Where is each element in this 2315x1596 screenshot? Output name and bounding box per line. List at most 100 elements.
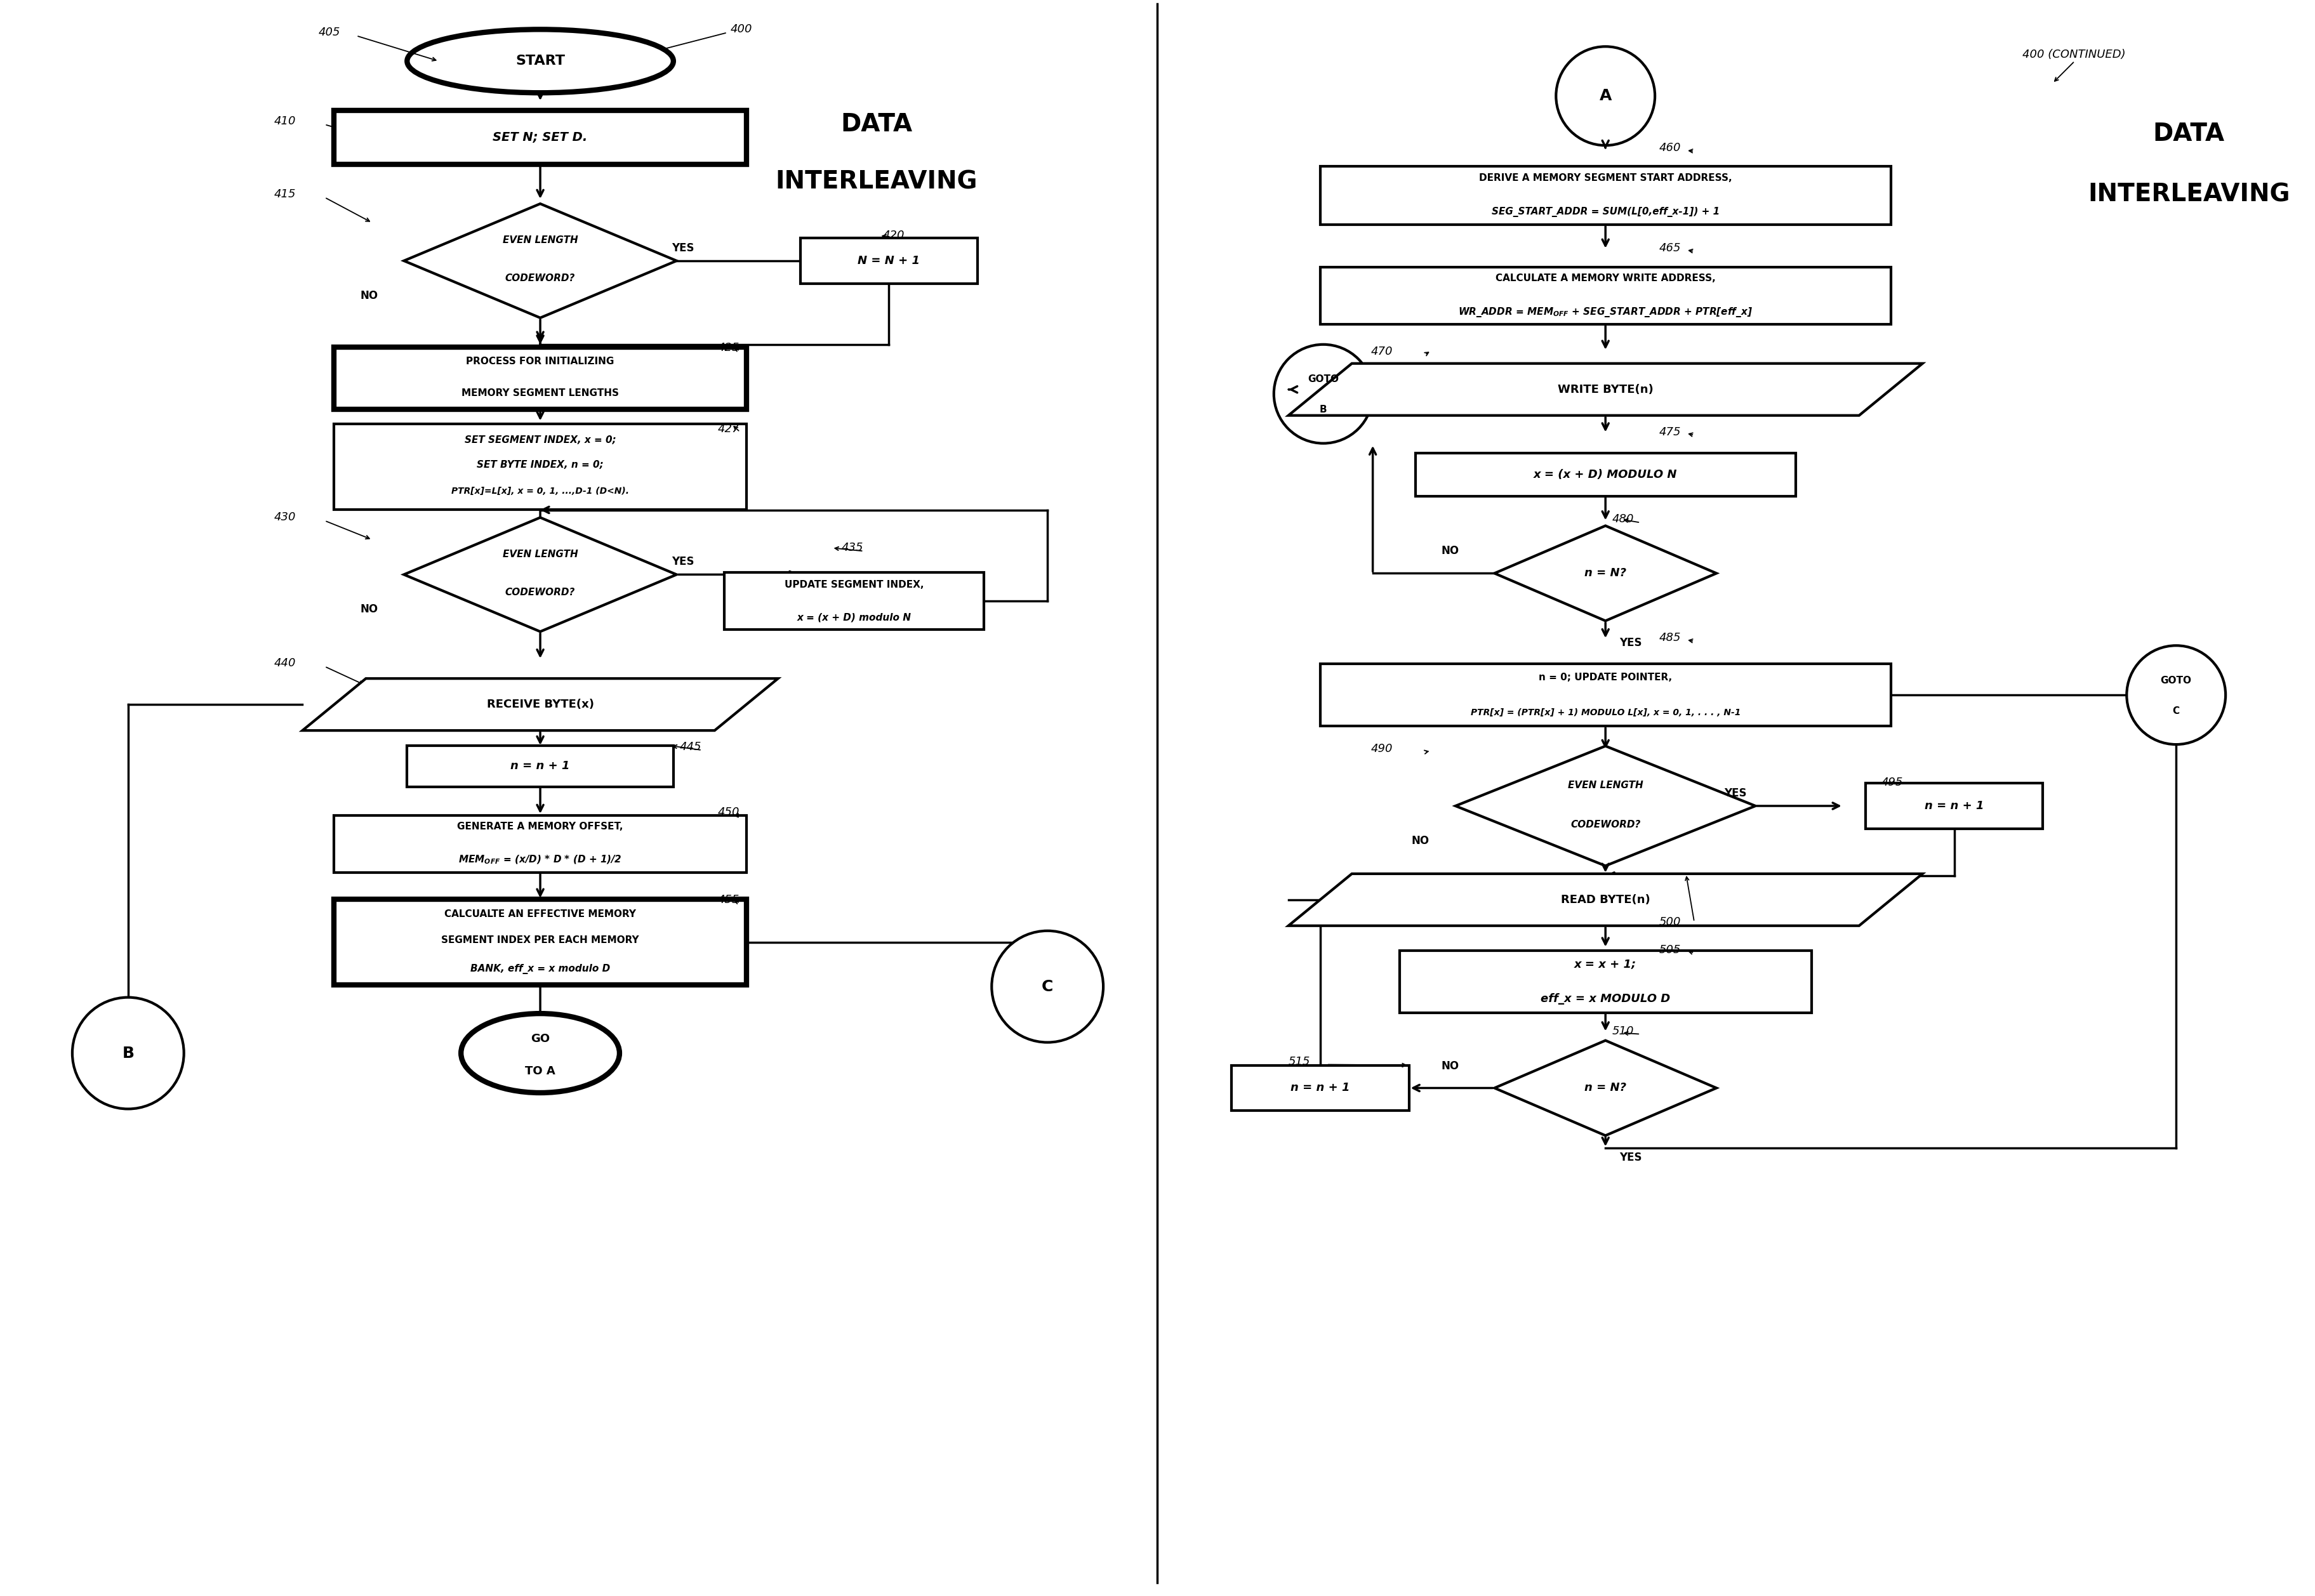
FancyBboxPatch shape [1398, 951, 1813, 1012]
FancyBboxPatch shape [1320, 664, 1891, 726]
Text: YES: YES [1620, 637, 1641, 648]
Text: CALCUALTE AN EFFECTIVE MEMORY: CALCUALTE AN EFFECTIVE MEMORY [444, 910, 637, 919]
Text: B: B [123, 1045, 134, 1061]
Text: x = (x + D) modulo N: x = (x + D) modulo N [796, 613, 912, 622]
FancyBboxPatch shape [801, 238, 977, 284]
Text: YES: YES [671, 243, 694, 254]
Text: 510: 510 [1611, 1025, 1634, 1037]
Text: BANK, eff_x = x modulo D: BANK, eff_x = x modulo D [470, 964, 611, 974]
FancyBboxPatch shape [333, 346, 745, 409]
FancyBboxPatch shape [1320, 166, 1891, 225]
Text: WR_ADDR = MEM$_{\mathregular{OFF}}$ + SEG_START_ADDR + PTR[eff_x]: WR_ADDR = MEM$_{\mathregular{OFF}}$ + SE… [1458, 306, 1752, 319]
Ellipse shape [461, 1013, 620, 1093]
Text: 490: 490 [1370, 744, 1394, 755]
Polygon shape [1289, 873, 1921, 926]
Text: 415: 415 [273, 188, 296, 200]
Text: SEG_START_ADDR = SUM(L[0,eff_x-1]) + 1: SEG_START_ADDR = SUM(L[0,eff_x-1]) + 1 [1491, 207, 1720, 217]
Text: eff_x = x MODULO D: eff_x = x MODULO D [1542, 993, 1671, 1004]
Text: TO A: TO A [526, 1065, 556, 1077]
Text: 450: 450 [718, 806, 741, 819]
Text: 425: 425 [718, 342, 741, 353]
Text: A: A [1600, 88, 1611, 104]
Polygon shape [403, 204, 676, 318]
Text: YES: YES [1620, 1152, 1641, 1163]
Polygon shape [1495, 525, 1715, 621]
Text: B: B [1320, 405, 1326, 415]
Text: SET SEGMENT INDEX, x = 0;: SET SEGMENT INDEX, x = 0; [465, 436, 616, 445]
Text: NO: NO [361, 603, 377, 614]
Text: WRITE BYTE(n): WRITE BYTE(n) [1558, 383, 1653, 396]
Circle shape [2127, 645, 2225, 744]
Text: CALCULATE A MEMORY WRITE ADDRESS,: CALCULATE A MEMORY WRITE ADDRESS, [1495, 275, 1715, 282]
Text: SET N; SET D.: SET N; SET D. [493, 131, 588, 144]
Text: CODEWORD?: CODEWORD? [505, 275, 574, 282]
Text: 460: 460 [1660, 142, 1681, 153]
Circle shape [1273, 345, 1373, 444]
Text: YES: YES [1725, 787, 1748, 800]
Polygon shape [403, 517, 676, 632]
Text: 427: 427 [718, 423, 741, 434]
Text: n = n + 1: n = n + 1 [1289, 1082, 1350, 1093]
Text: DATA: DATA [840, 112, 912, 137]
Text: 410: 410 [273, 115, 296, 128]
Text: 480: 480 [1611, 514, 1634, 525]
Text: NO: NO [1412, 835, 1431, 846]
Text: n = N?: n = N? [1583, 568, 1627, 579]
Text: MEMORY SEGMENT LENGTHS: MEMORY SEGMENT LENGTHS [461, 388, 618, 397]
Text: EVEN LENGTH: EVEN LENGTH [502, 549, 579, 559]
Text: START: START [516, 54, 565, 67]
FancyBboxPatch shape [1866, 784, 2042, 828]
Text: 485: 485 [1660, 632, 1681, 643]
Text: 420: 420 [882, 230, 905, 241]
FancyBboxPatch shape [1232, 1065, 1410, 1111]
FancyBboxPatch shape [333, 900, 745, 985]
Text: NO: NO [1442, 546, 1458, 557]
Text: 500: 500 [1660, 916, 1681, 927]
FancyBboxPatch shape [1320, 267, 1891, 324]
Text: 475: 475 [1660, 426, 1681, 437]
Text: DATA: DATA [2153, 121, 2225, 147]
Text: PTR[x] = (PTR[x] + 1) MODULO L[x], x = 0, 1, . . . , N-1: PTR[x] = (PTR[x] + 1) MODULO L[x], x = 0… [1470, 709, 1741, 717]
Polygon shape [1456, 745, 1755, 865]
FancyBboxPatch shape [725, 573, 984, 630]
Text: GENERATE A MEMORY OFFSET,: GENERATE A MEMORY OFFSET, [458, 822, 623, 832]
Text: 435: 435 [840, 543, 863, 554]
Text: GOTO: GOTO [1308, 375, 1338, 385]
Text: 405: 405 [317, 27, 340, 38]
Text: INTERLEAVING: INTERLEAVING [776, 169, 977, 193]
Text: x = (x + D) MODULO N: x = (x + D) MODULO N [1533, 469, 1678, 480]
Text: GOTO: GOTO [2160, 675, 2192, 685]
FancyBboxPatch shape [333, 425, 745, 509]
Text: 515: 515 [1289, 1055, 1310, 1068]
Circle shape [72, 998, 183, 1109]
Text: n = N?: n = N? [1583, 1082, 1627, 1093]
Text: 400 (CONTINUED): 400 (CONTINUED) [2023, 49, 2125, 61]
Text: EVEN LENGTH: EVEN LENGTH [1567, 780, 1644, 790]
Text: READ BYTE(n): READ BYTE(n) [1560, 894, 1651, 905]
Text: 505: 505 [1660, 945, 1681, 956]
FancyBboxPatch shape [407, 745, 674, 787]
FancyBboxPatch shape [1414, 453, 1796, 496]
Text: PROCESS FOR INITIALIZING: PROCESS FOR INITIALIZING [465, 358, 613, 367]
Text: 400: 400 [732, 24, 752, 35]
Text: 465: 465 [1660, 243, 1681, 254]
Text: NO: NO [361, 290, 377, 302]
Circle shape [1556, 46, 1655, 145]
Text: 470: 470 [1370, 346, 1394, 358]
Text: NO: NO [1442, 1060, 1458, 1071]
Circle shape [991, 930, 1104, 1042]
Text: n = 0; UPDATE POINTER,: n = 0; UPDATE POINTER, [1539, 672, 1671, 681]
Polygon shape [1289, 364, 1921, 415]
Text: UPDATE SEGMENT INDEX,: UPDATE SEGMENT INDEX, [785, 579, 924, 589]
Text: n = n + 1: n = n + 1 [1924, 800, 1984, 812]
FancyBboxPatch shape [333, 816, 745, 873]
Text: 430: 430 [273, 512, 296, 523]
Text: N = N + 1: N = N + 1 [859, 255, 919, 267]
Text: CODEWORD?: CODEWORD? [505, 587, 574, 597]
Text: 440: 440 [273, 658, 296, 669]
Text: SEGMENT INDEX PER EACH MEMORY: SEGMENT INDEX PER EACH MEMORY [442, 935, 639, 945]
Polygon shape [1495, 1041, 1715, 1135]
Text: EVEN LENGTH: EVEN LENGTH [502, 236, 579, 246]
Text: DERIVE A MEMORY SEGMENT START ADDRESS,: DERIVE A MEMORY SEGMENT START ADDRESS, [1479, 172, 1732, 182]
Text: x = x + 1;: x = x + 1; [1574, 959, 1637, 970]
